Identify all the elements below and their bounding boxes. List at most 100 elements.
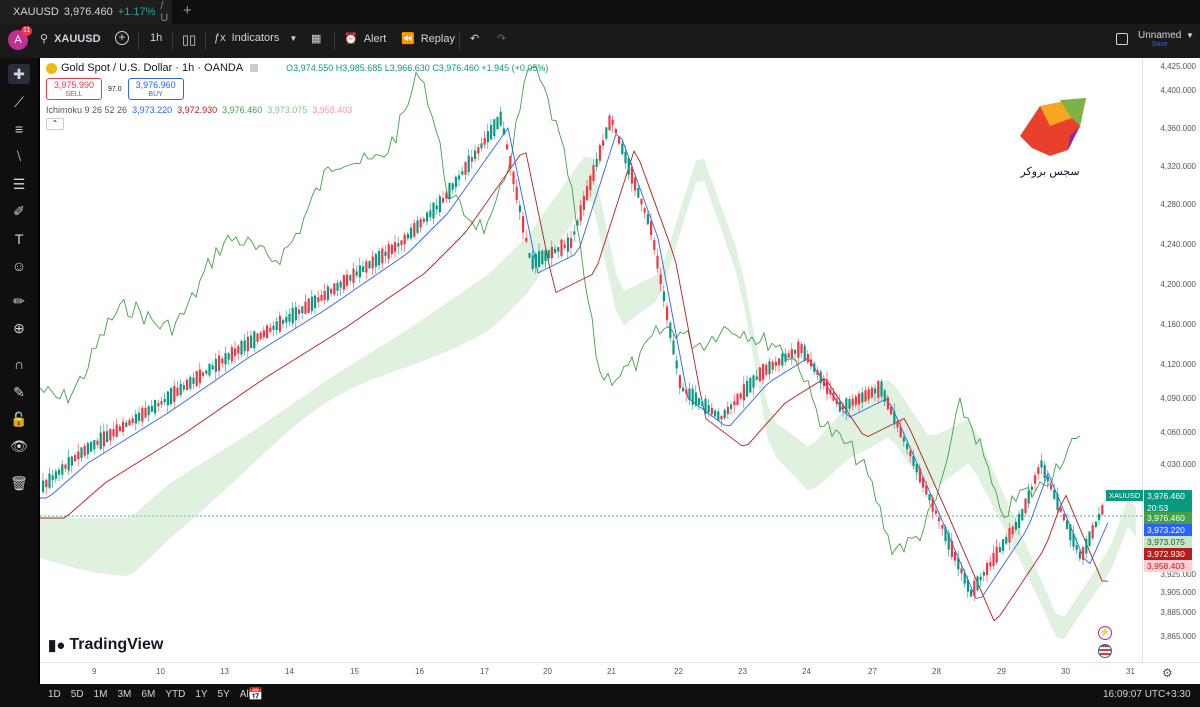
redo-button[interactable]: ↷ [497,32,506,45]
lock-icon[interactable]: 🔓 [10,411,28,427]
zoom-in-icon[interactable]: ⊕ [13,320,25,336]
candle-body [915,463,918,473]
replay-button[interactable]: ⏪ Replay [401,32,455,46]
time-axis[interactable]: ⚙ 9 10 13 14 15 16 17 20 21 22 23 24 27 28 29 30 31 [40,662,1200,684]
new-tab-plus-icon[interactable]: + [183,2,192,19]
layout-checkbox[interactable] [1116,33,1128,45]
undo-button[interactable]: ↶ [470,32,479,45]
range-button-1m[interactable]: 1M [93,689,108,700]
symbol-search[interactable]: ⚲ XAUUSD [40,32,101,46]
trend-line-icon[interactable]: ⟋ [14,94,24,110]
candle-body [330,288,333,294]
trash-icon[interactable]: 🗑 [10,475,28,491]
candle-body [1002,539,1005,551]
candle-body [765,364,768,375]
settings-gear-icon[interactable]: ⚙ [1162,666,1173,680]
candle-body [202,372,205,376]
candle-body [938,517,941,522]
layout-menu-button[interactable]: ▼ [1186,31,1194,40]
candle-body [154,399,157,414]
candle-body [899,426,902,438]
candle-body [1088,531,1091,547]
collapse-legend-button[interactable]: ⌃ [46,118,64,130]
layouts-button[interactable]: ▦ [311,32,321,45]
magnet-icon[interactable]: ∩ [13,356,25,372]
brush-icon[interactable]: ✐ [13,203,25,219]
chart-pane[interactable]: سجس بروکر ▮● TradingView ⚡ [40,58,1142,662]
legend-title[interactable]: Gold Spot / U.S. Dollar · 1h · OANDA [61,62,244,74]
candle-body [96,440,99,445]
price-axis-label: 4,280.000 [1160,200,1196,209]
range-button-5y[interactable]: 5Y [217,689,230,700]
ichimoku-legend[interactable]: Ichimoku 9 26 52 26 3,973.220 3,972.930 … [46,105,353,115]
legend-ohlc: O3,974.550 H3,985.685 L3,966.630 C3,976.… [286,63,549,73]
candle-body [378,251,381,266]
candle-body [656,255,659,269]
range-button-1d[interactable]: 1D [48,689,61,700]
candle-body [611,119,614,125]
fib-retracement-icon[interactable]: ≡ [14,121,24,137]
buy-button[interactable]: 3,976.960 BUY [127,78,184,100]
interval-button[interactable]: 1h [150,32,163,44]
pitchfork-icon[interactable]: ⧵ [16,148,22,164]
range-button-1y[interactable]: 1Y [195,689,208,700]
compare-button[interactable]: + [115,31,129,45]
range-button-all[interactable]: All [239,689,251,700]
candle-body [643,208,646,213]
alert-button[interactable]: ⏰ Alert [344,32,387,46]
candle-body [342,275,345,290]
candle-body [467,155,470,173]
kumo-cloud [40,156,1136,640]
candle-body [1094,521,1097,528]
candle-body [867,389,870,400]
candle-body [218,355,221,371]
candle-body [1053,489,1056,499]
candle-body [125,422,128,427]
text-icon[interactable]: T [14,231,24,247]
candle-body [989,561,992,567]
range-button-5d[interactable]: 5D [70,689,84,700]
lock-pencil-icon[interactable]: ✎ [13,384,25,400]
candle-body [90,441,93,452]
candle-body [1091,525,1094,539]
ruler-icon[interactable]: ✏ [13,293,25,309]
crosshair-icon[interactable]: ✚ [8,64,30,84]
candle-body [173,386,176,402]
date-range-icon[interactable]: 📅 [248,687,263,701]
chart-type-button[interactable]: ▯▯ [182,32,196,48]
candle-body [160,401,163,405]
emoji-icon[interactable]: ☺ [11,258,27,274]
candle-body [106,431,109,443]
candle-body [870,387,873,398]
indicators-button[interactable]: ƒx Indicators ▼ [214,32,298,44]
layout-name[interactable]: Unnamed Save [1138,30,1182,48]
candle-body [842,404,845,410]
avatar[interactable]: A 11 [8,26,33,50]
time-axis-label: 28 [932,667,941,676]
candle-body [234,348,237,356]
spread-value: 97.0 [108,85,122,93]
time-axis-label: 27 [868,667,877,676]
time-axis-label: 14 [285,667,294,676]
sell-button[interactable]: 3,975.990 SELL [46,78,102,100]
flag-us-icon[interactable] [1098,644,1112,658]
price-chart[interactable] [40,58,1142,662]
channel-icon[interactable]: ☰ [12,176,26,192]
candle-body [163,398,166,403]
candle-body [384,251,387,256]
range-button-6m[interactable]: 6M [141,689,156,700]
lightning-icon[interactable]: ⚡ [1098,626,1112,640]
candle-body [1082,547,1085,560]
eye-icon[interactable]: 👁 [10,438,28,454]
clock[interactable]: 16:09:07 UTC+3:30 [1103,689,1191,700]
candle-body [800,344,803,354]
chart-tab[interactable]: XAUUSD 3,976.460 +1.17% / U [0,0,172,24]
candle-body [598,145,601,161]
range-button-3m[interactable]: 3M [117,689,132,700]
candle-body [291,307,294,324]
candle-body [528,253,531,258]
tradingview-watermark: ▮● TradingView [48,636,164,654]
user-menu[interactable]: A 11 [8,26,33,50]
range-button-ytd[interactable]: YTD [165,689,186,700]
candle-body [634,177,637,191]
